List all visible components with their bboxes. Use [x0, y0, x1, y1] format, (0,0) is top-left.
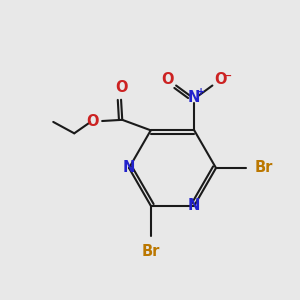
- Text: O: O: [161, 72, 173, 87]
- Text: O: O: [214, 72, 227, 87]
- Text: N: N: [188, 90, 200, 105]
- Text: N: N: [123, 160, 135, 175]
- Text: +: +: [197, 87, 205, 97]
- Text: Br: Br: [254, 160, 273, 175]
- Text: O: O: [115, 80, 128, 94]
- Text: O: O: [86, 114, 99, 129]
- Text: Br: Br: [142, 244, 160, 259]
- Text: N: N: [188, 198, 200, 213]
- Text: −: −: [223, 71, 232, 81]
